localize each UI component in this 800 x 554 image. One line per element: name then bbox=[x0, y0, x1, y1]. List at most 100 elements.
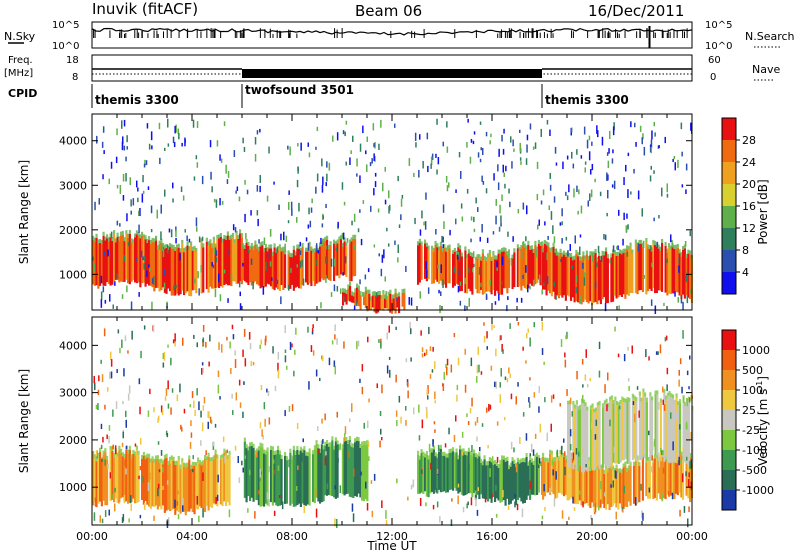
data-cell bbox=[522, 462, 525, 504]
scatter-echo bbox=[616, 246, 618, 250]
data-cell bbox=[598, 404, 601, 470]
velocity-colorbar-label-main: Velocity [m s bbox=[756, 389, 770, 466]
scatter-echo bbox=[495, 199, 497, 206]
scatter-echo bbox=[388, 356, 391, 360]
scatter-echo bbox=[301, 259, 303, 267]
scatter-echo bbox=[661, 187, 663, 197]
data-cell-edge bbox=[452, 447, 455, 452]
scatter-echo bbox=[139, 466, 142, 471]
scatter-echo bbox=[130, 301, 133, 310]
scatter-echo bbox=[653, 217, 655, 222]
data-cell-edge bbox=[537, 239, 540, 244]
scatter-echo bbox=[677, 159, 679, 169]
data-cell bbox=[624, 465, 627, 507]
scatter-echo bbox=[189, 404, 191, 408]
data-cell-edge bbox=[532, 460, 535, 465]
scatter-echo bbox=[473, 131, 476, 135]
data-cell-edge bbox=[256, 244, 259, 249]
scatter-echo bbox=[627, 378, 630, 382]
data-cell-edge bbox=[317, 444, 320, 449]
scatter-echo bbox=[244, 455, 247, 459]
data-cell bbox=[142, 238, 145, 283]
scatter-echo bbox=[689, 355, 691, 360]
data-cell bbox=[452, 451, 455, 491]
scatter-echo bbox=[504, 416, 506, 421]
data-cell-edge bbox=[623, 398, 626, 403]
scatter-echo bbox=[453, 266, 455, 273]
scatter-echo bbox=[284, 410, 286, 417]
data-cell bbox=[114, 242, 117, 280]
data-cell-edge bbox=[609, 396, 612, 401]
data-cell-edge bbox=[160, 238, 163, 243]
data-cell-edge bbox=[225, 450, 228, 455]
scatter-echo bbox=[550, 395, 553, 403]
scatter-echo bbox=[100, 359, 102, 364]
scatter-echo bbox=[242, 349, 244, 357]
scatter-echo bbox=[601, 136, 604, 146]
data-cell bbox=[438, 451, 441, 490]
scatter-echo bbox=[650, 146, 652, 154]
scatter-echo bbox=[466, 413, 468, 418]
data-cell-edge bbox=[573, 255, 576, 260]
scatter-echo bbox=[139, 406, 141, 415]
data-cell-edge bbox=[179, 464, 182, 469]
data-cell-edge bbox=[209, 239, 212, 244]
data-cell-edge bbox=[464, 450, 467, 455]
data-cell bbox=[464, 250, 467, 293]
scatter-echo bbox=[138, 210, 140, 217]
data-cell bbox=[174, 251, 177, 296]
data-cell-edge bbox=[455, 448, 458, 453]
scatter-echo bbox=[309, 220, 312, 228]
scatter-echo bbox=[460, 203, 463, 209]
data-cell-edge bbox=[427, 455, 430, 460]
scatter-echo bbox=[356, 341, 358, 350]
data-cell bbox=[312, 454, 315, 502]
nsky-panel: N.Sky 10^5 10^0 10^5 10^0 N.Search bbox=[4, 20, 795, 52]
data-cell bbox=[497, 253, 500, 294]
scatter-echo bbox=[169, 460, 172, 464]
data-cell-edge bbox=[584, 402, 587, 407]
scatter-echo bbox=[481, 224, 483, 233]
scatter-echo bbox=[121, 517, 124, 523]
data-cell bbox=[564, 459, 567, 495]
data-cell-edge bbox=[628, 397, 631, 402]
scatter-echo bbox=[501, 194, 503, 202]
scatter-echo bbox=[396, 420, 398, 427]
data-cell-edge bbox=[684, 401, 687, 406]
data-cell-edge bbox=[232, 232, 235, 237]
data-cell bbox=[93, 458, 96, 502]
data-cell bbox=[97, 243, 100, 289]
data-cell bbox=[361, 445, 364, 501]
scatter-echo bbox=[173, 284, 175, 291]
data-cell bbox=[490, 462, 493, 503]
data-cell-edge bbox=[313, 445, 316, 450]
data-cell-edge bbox=[183, 248, 186, 253]
data-cell bbox=[663, 392, 666, 462]
data-cell-edge bbox=[644, 392, 647, 397]
scatter-echo bbox=[344, 131, 346, 137]
data-cell bbox=[596, 469, 599, 508]
scatter-echo bbox=[362, 125, 364, 134]
scatter-echo bbox=[591, 164, 594, 171]
data-cell-edge bbox=[518, 247, 521, 252]
nsky-trace bbox=[91, 27, 693, 36]
scatter-echo bbox=[146, 123, 149, 129]
data-cell bbox=[626, 401, 629, 464]
data-cell-edge bbox=[342, 288, 345, 293]
scatter-echo bbox=[325, 274, 327, 283]
data-cell-edge bbox=[673, 244, 676, 249]
scatter-echo bbox=[381, 500, 383, 508]
data-cell-edge bbox=[326, 235, 329, 240]
data-cell-edge bbox=[292, 445, 295, 450]
data-cell bbox=[640, 243, 643, 290]
data-cell bbox=[610, 468, 613, 507]
scatter-echo bbox=[450, 519, 453, 527]
scatter-echo bbox=[238, 281, 241, 288]
scatter-echo bbox=[271, 277, 273, 281]
scatter-echo bbox=[432, 346, 434, 352]
data-cell bbox=[315, 249, 318, 284]
scatter-echo bbox=[288, 190, 290, 195]
data-cell-edge bbox=[184, 246, 187, 251]
data-cell bbox=[218, 238, 221, 288]
